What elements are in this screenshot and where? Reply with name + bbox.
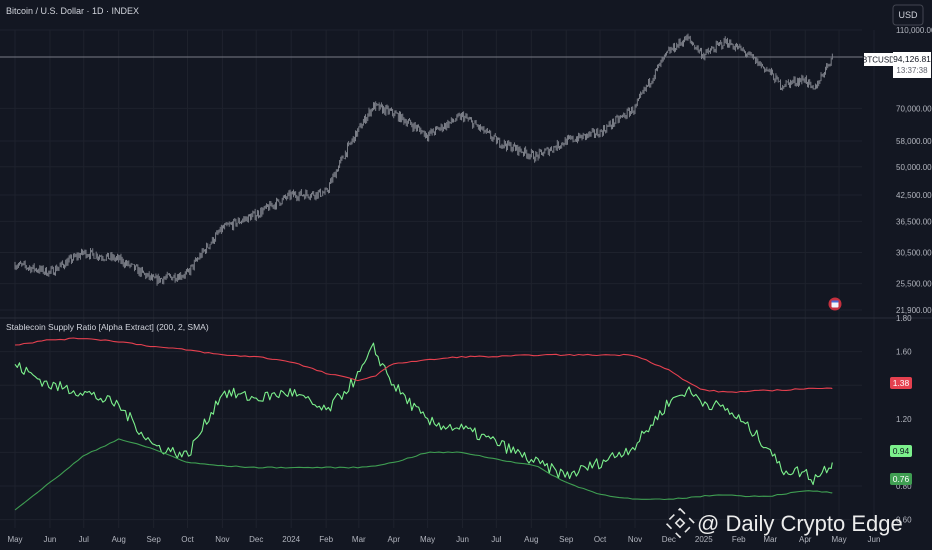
price-label-countdown: 13:37:38 <box>896 66 928 75</box>
price-tick-label: 110,000.00 <box>896 26 932 35</box>
price-tick-label: 70,000.00 <box>896 104 932 113</box>
time-tick-label: Dec <box>662 535 676 544</box>
time-tick-label: May <box>420 535 435 544</box>
time-tick-label: Apr <box>799 535 812 544</box>
upper-band-line <box>14 337 833 393</box>
binance-logo-icon <box>664 507 696 539</box>
time-tick-label: Jul <box>491 535 501 544</box>
price-tick-label: 25,500.00 <box>896 280 932 289</box>
indicator-pane[interactable] <box>14 337 833 511</box>
alert-icon[interactable] <box>828 297 842 311</box>
time-tick-label: Mar <box>763 535 777 544</box>
time-tick-label: Dec <box>249 535 263 544</box>
time-axis[interactable]: May Jun Jul Aug Sep Oct Nov Dec 2024 Feb Mar Apr May… <box>7 535 880 544</box>
time-tick-label: Jun <box>456 535 469 544</box>
indicator-title: Stablecoin Supply Ratio [Alpha Extract] … <box>6 322 209 332</box>
symbol-title: Bitcoin / U.S. Dollar · 1D · INDEX <box>6 6 139 16</box>
indicator-tick-label: 0.60 <box>896 516 912 525</box>
price-tick-label: 30,500.00 <box>896 249 932 258</box>
time-tick-label: 2024 <box>282 535 300 544</box>
lower-band-label: 0.76 <box>890 473 912 485</box>
time-tick-label: Oct <box>181 535 194 544</box>
upper-band-label: 1.38 <box>890 377 912 389</box>
time-tick-label: May <box>7 535 22 544</box>
price-tick-label: 50,000.00 <box>896 163 932 172</box>
time-tick-label: Mar <box>352 535 366 544</box>
price-label-price: 94,126.81 <box>893 54 931 64</box>
time-tick-label: Jul <box>79 535 89 544</box>
svg-text:1.38: 1.38 <box>893 378 910 388</box>
time-tick-label: May <box>831 535 846 544</box>
price-tick-label: 36,500.00 <box>896 217 932 226</box>
time-tick-label: Oct <box>594 535 607 544</box>
time-tick-label: Jun <box>43 535 56 544</box>
ssr-label: 0.94 <box>890 445 912 457</box>
time-tick-label: Jun <box>868 535 881 544</box>
price-tick-label: 42,500.00 <box>896 191 932 200</box>
time-tick-label: Sep <box>559 535 574 544</box>
lower-band-line <box>14 438 833 511</box>
indicator-tick-label: 0.80 <box>896 482 912 491</box>
svg-text:0.76: 0.76 <box>893 474 910 484</box>
time-tick-label: Nov <box>628 535 642 544</box>
time-tick-label: Aug <box>524 535 538 544</box>
time-tick-label: Feb <box>319 535 333 544</box>
price-axis[interactable]: 110,000.00 70,000.00 58,000.00 50,000.00 42,… <box>896 26 932 315</box>
price-label: BTCUSD 94,126.81 13:37:38 <box>862 52 931 78</box>
time-tick-label: Aug <box>112 535 126 544</box>
indicator-tick-label: 1.60 <box>896 348 912 357</box>
price-tick-label: 58,000.00 <box>896 137 932 146</box>
currency-label: USD <box>898 10 918 20</box>
price-label-ticker: BTCUSD <box>862 56 895 65</box>
time-tick-label: Feb <box>732 535 746 544</box>
watermark-text: @ Daily Crypto Edge <box>697 511 903 536</box>
time-tick-label: 2025 <box>695 535 713 544</box>
time-tick-label: Apr <box>388 535 401 544</box>
watermark: @ Daily Crypto Edge <box>664 507 903 539</box>
currency-button[interactable]: USD <box>892 4 924 26</box>
price-pane[interactable] <box>0 33 864 286</box>
indicator-tick-label: 1.80 <box>896 314 912 323</box>
time-tick-label: Sep <box>147 535 162 544</box>
svg-text:0.94: 0.94 <box>893 446 910 456</box>
indicator-tick-label: 1.20 <box>896 415 912 424</box>
time-tick-label: Nov <box>215 535 229 544</box>
price-tick-label: 21,900.00 <box>896 306 932 315</box>
ssr-line <box>14 342 833 486</box>
